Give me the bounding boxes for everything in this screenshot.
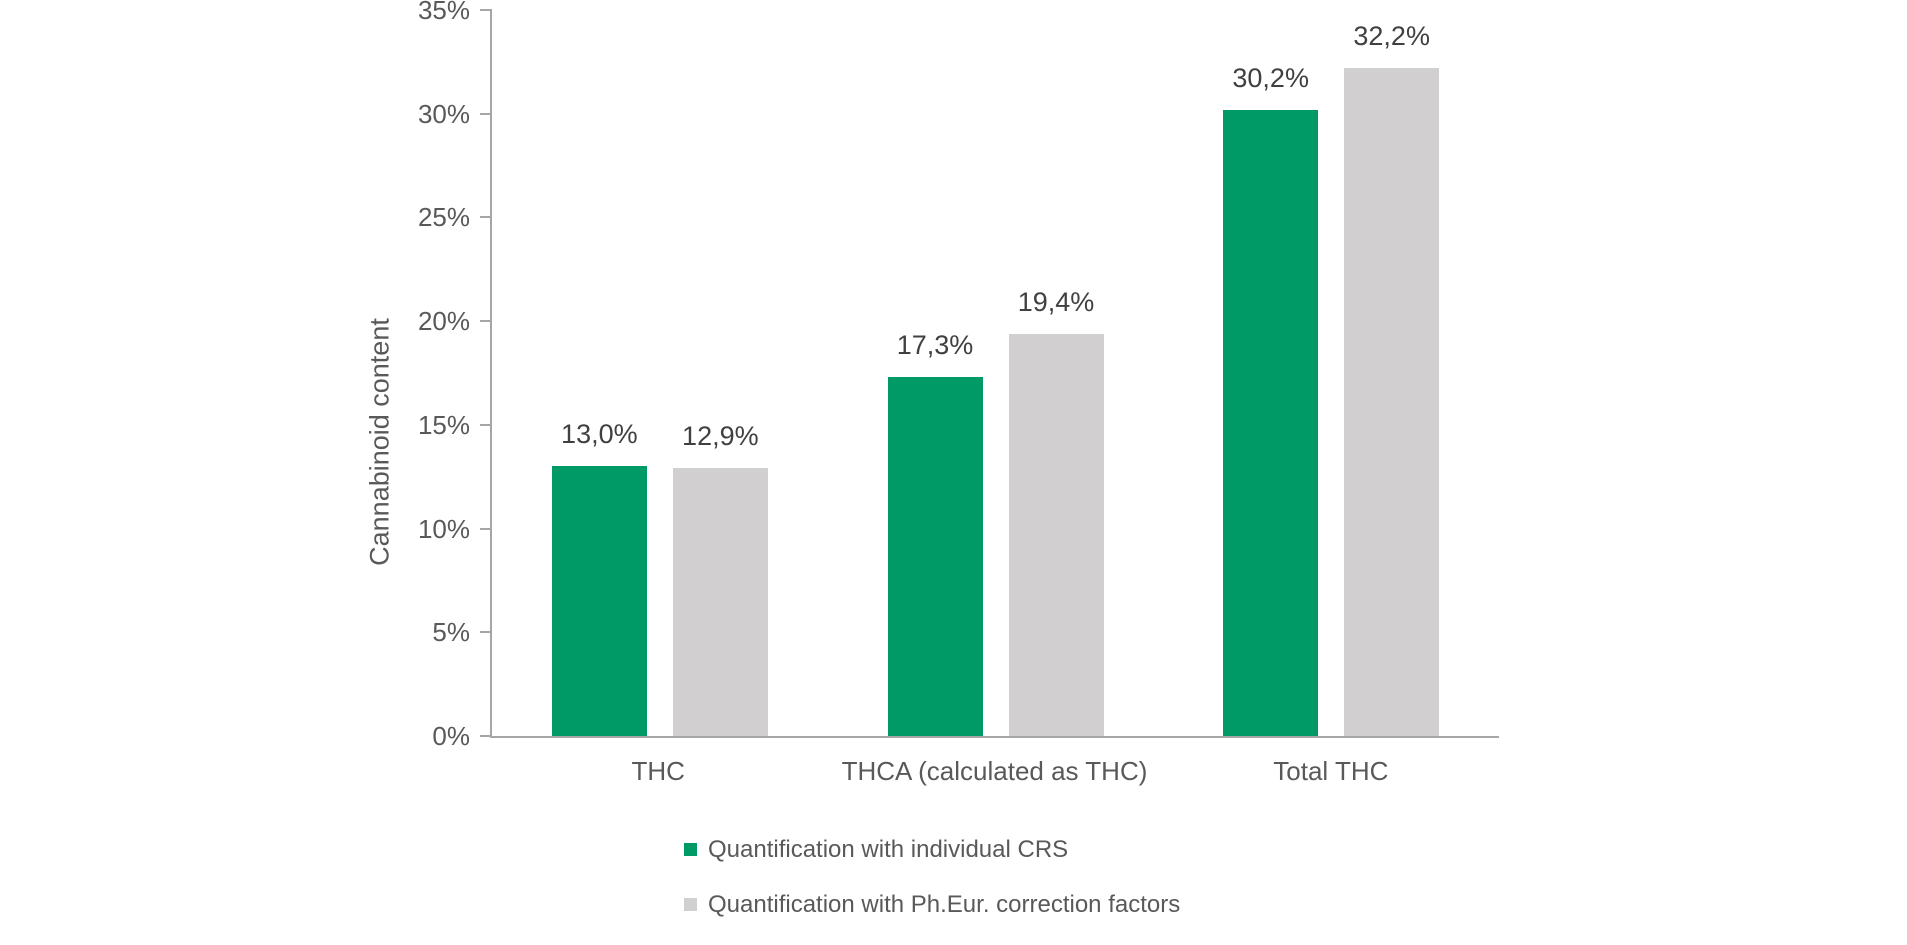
y-tick-mark (480, 735, 492, 737)
bar-value-label: 30,2% (1232, 62, 1309, 93)
y-tick-mark (480, 112, 492, 115)
legend-swatch-icon (684, 843, 697, 856)
bar: 13,0% (551, 419, 647, 736)
bar: 17,3% (887, 330, 983, 736)
y-tick-mark (480, 631, 492, 634)
y-tick-mark (480, 216, 492, 219)
bar-value-label: 32,2% (1353, 21, 1430, 52)
bar: 32,2% (1344, 21, 1440, 736)
legend-item: Quantification with individual CRS (684, 835, 1180, 864)
bar: 12,9% (672, 421, 768, 736)
y-tick-label: 5% (432, 617, 470, 648)
bar-value-label: 17,3% (896, 330, 974, 361)
y-tick-label: 35% (417, 0, 470, 25)
x-axis-category-labels: THC THCA (calculated as THC) Total THC (490, 756, 1499, 786)
bar: 19,4% (1008, 287, 1104, 736)
legend-item: Quantification with Ph.Eur. correction f… (684, 890, 1180, 919)
legend-label: Quantification with individual CRS (708, 836, 1069, 863)
bar-group: 30,2% 32,2% (1163, 10, 1499, 736)
bar-value-label: 12,9% (682, 421, 759, 452)
y-tick-label: 10% (417, 513, 470, 544)
x-category-label: THCA (calculated as THC) (841, 756, 1148, 786)
bar-value-label: 19,4% (1017, 286, 1095, 317)
x-category-label: Total THC (1273, 756, 1389, 786)
legend-swatch-icon (684, 898, 697, 911)
y-tick-label: 15% (417, 409, 470, 440)
y-tick-label: 30% (417, 98, 470, 129)
y-tick-mark (480, 9, 492, 11)
chart-legend: Quantification with individual CRS Quanti… (684, 835, 1180, 919)
bar: 30,2% (1223, 63, 1319, 736)
y-tick-label: 20% (417, 306, 470, 337)
y-tick-mark (480, 423, 492, 426)
bar-group: 17,3% 19,4% (828, 10, 1164, 736)
bar-groups: 13,0% 12,9% 17,3% 19,4% 30,2% 32,2% (492, 10, 1499, 736)
bar-value-label: 13,0% (561, 419, 638, 450)
y-tick-mark (480, 527, 492, 530)
bar-group: 13,0% 12,9% (492, 10, 828, 736)
y-tick-label: 25% (417, 202, 470, 233)
legend-label: Quantification with Ph.Eur. correction f… (708, 891, 1181, 918)
y-tick-label: 0% (432, 721, 470, 751)
x-category-label: THC (631, 756, 685, 786)
plot-area: 35% 30% 25% 20% 15% 10% 5% 0% 13,0% 12,9% 17,3% 19… (418, 0, 1499, 751)
y-tick-mark (480, 320, 492, 323)
y-axis-ticks: 35% 30% 25% 20% 15% 10% 5% 0% (418, 0, 1499, 751)
y-axis-title: Cannabinoid content (364, 318, 395, 566)
